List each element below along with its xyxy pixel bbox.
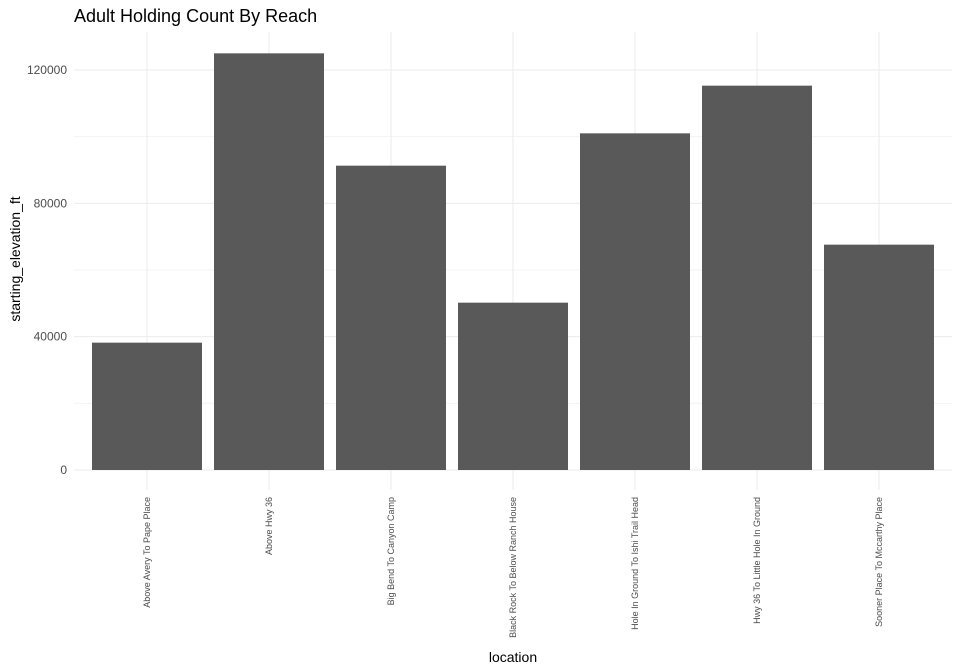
y-tick-label: 120000 [27, 63, 67, 77]
x-axis-title: location [489, 649, 537, 665]
bar [824, 244, 934, 470]
y-tick-label: 0 [60, 463, 67, 477]
bar [458, 302, 568, 470]
x-tick-label: Hole In Ground To Ishi Trail Head [630, 497, 640, 630]
x-tick-label: Big Bend To Canyon Camp [386, 497, 396, 605]
bar [336, 165, 446, 470]
x-tick-label: Hwy 36 To Little Hole In Ground [752, 497, 762, 624]
x-tick-label: Above Avery To Pape Place [142, 497, 152, 608]
y-tick-label: 40000 [34, 330, 68, 344]
bar [702, 85, 812, 471]
x-tick-label: Above Hwy 36 [264, 497, 274, 555]
bar [214, 53, 324, 470]
chart-title: Adult Holding Count By Reach [74, 6, 317, 26]
x-tick-label: Black Rock To Below Ranch House [508, 497, 518, 638]
bar [92, 342, 202, 470]
y-axis-title: starting_elevation_ft [7, 196, 23, 321]
y-axis-ticks: 0 40000 80000 120000 [27, 63, 67, 477]
bars [92, 53, 934, 471]
bar [580, 133, 690, 471]
x-axis-ticks: Above Avery To Pape Place Above Hwy 36 Big… [142, 497, 884, 638]
x-tick-label: Sooner Place To Mccarthy Place [874, 497, 884, 627]
y-tick-label: 80000 [34, 196, 68, 210]
